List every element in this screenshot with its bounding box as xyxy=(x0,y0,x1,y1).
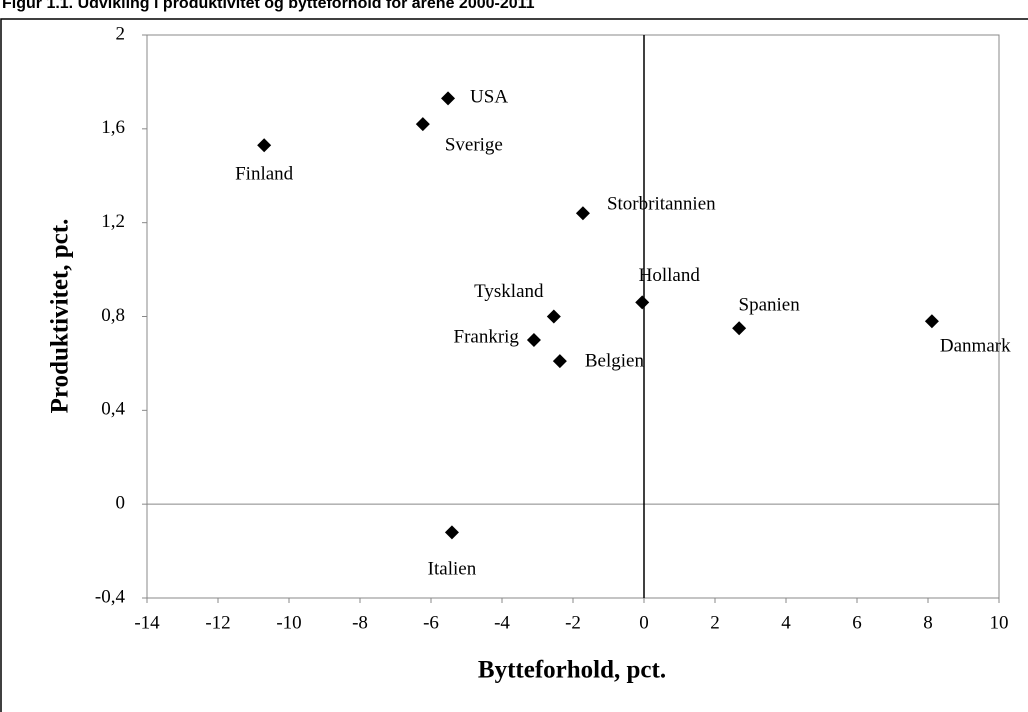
point xyxy=(575,206,590,221)
x-tick-label: -12 xyxy=(205,612,230,633)
figure-frame xyxy=(0,18,1028,712)
x-tick-label: -6 xyxy=(423,612,439,633)
point xyxy=(441,91,456,106)
x-axis-title: Bytteforhold, pct. xyxy=(478,657,666,684)
point xyxy=(444,525,459,540)
y-tick-label: 1,6 xyxy=(101,117,125,138)
point-label: Tyskland xyxy=(474,281,544,302)
x-tick-label: -10 xyxy=(276,612,301,633)
x-tick-label: 2 xyxy=(710,612,720,633)
x-tick-label: 4 xyxy=(781,612,791,633)
plot-area xyxy=(146,34,1000,599)
x-tick-label: -14 xyxy=(134,612,160,633)
y-tick-label: 2 xyxy=(116,23,126,44)
point xyxy=(635,295,650,310)
point-label: USA xyxy=(470,87,508,108)
point xyxy=(732,321,747,336)
point-label: Spanien xyxy=(739,295,801,316)
point-label: Danmark xyxy=(940,336,1011,357)
y-tick-label: 0,4 xyxy=(101,399,125,420)
x-tick-label: -4 xyxy=(494,612,510,633)
x-tick-label: 10 xyxy=(990,612,1009,633)
point-label: Sverige xyxy=(445,135,503,156)
point-label: Holland xyxy=(639,265,701,286)
x-tick-label: 8 xyxy=(923,612,933,633)
y-tick-label: 0 xyxy=(116,493,126,514)
y-tick-label: -0,4 xyxy=(95,586,126,607)
point-label: Storbritannien xyxy=(607,194,716,215)
x-tick-label: 0 xyxy=(639,612,649,633)
point-label: Finland xyxy=(235,164,294,185)
point xyxy=(924,314,939,329)
point xyxy=(546,309,561,324)
y-tick-label: 1,2 xyxy=(101,211,125,232)
y-tick-label: 0,8 xyxy=(101,305,125,326)
point-label: Frankrig xyxy=(454,326,520,347)
x-tick-label: 6 xyxy=(852,612,862,633)
y-axis-title: Produktivitet, pct. xyxy=(47,219,74,414)
x-tick-label: -8 xyxy=(352,612,368,633)
point xyxy=(257,138,272,153)
point-label: Italien xyxy=(428,559,477,580)
point xyxy=(526,332,541,347)
point xyxy=(552,354,567,369)
point xyxy=(415,117,430,132)
x-tick-label: -2 xyxy=(565,612,581,633)
chart-title: Figur 1.1. Udvikling i produktivitet og … xyxy=(2,0,535,12)
point-label: Belgien xyxy=(585,350,645,371)
